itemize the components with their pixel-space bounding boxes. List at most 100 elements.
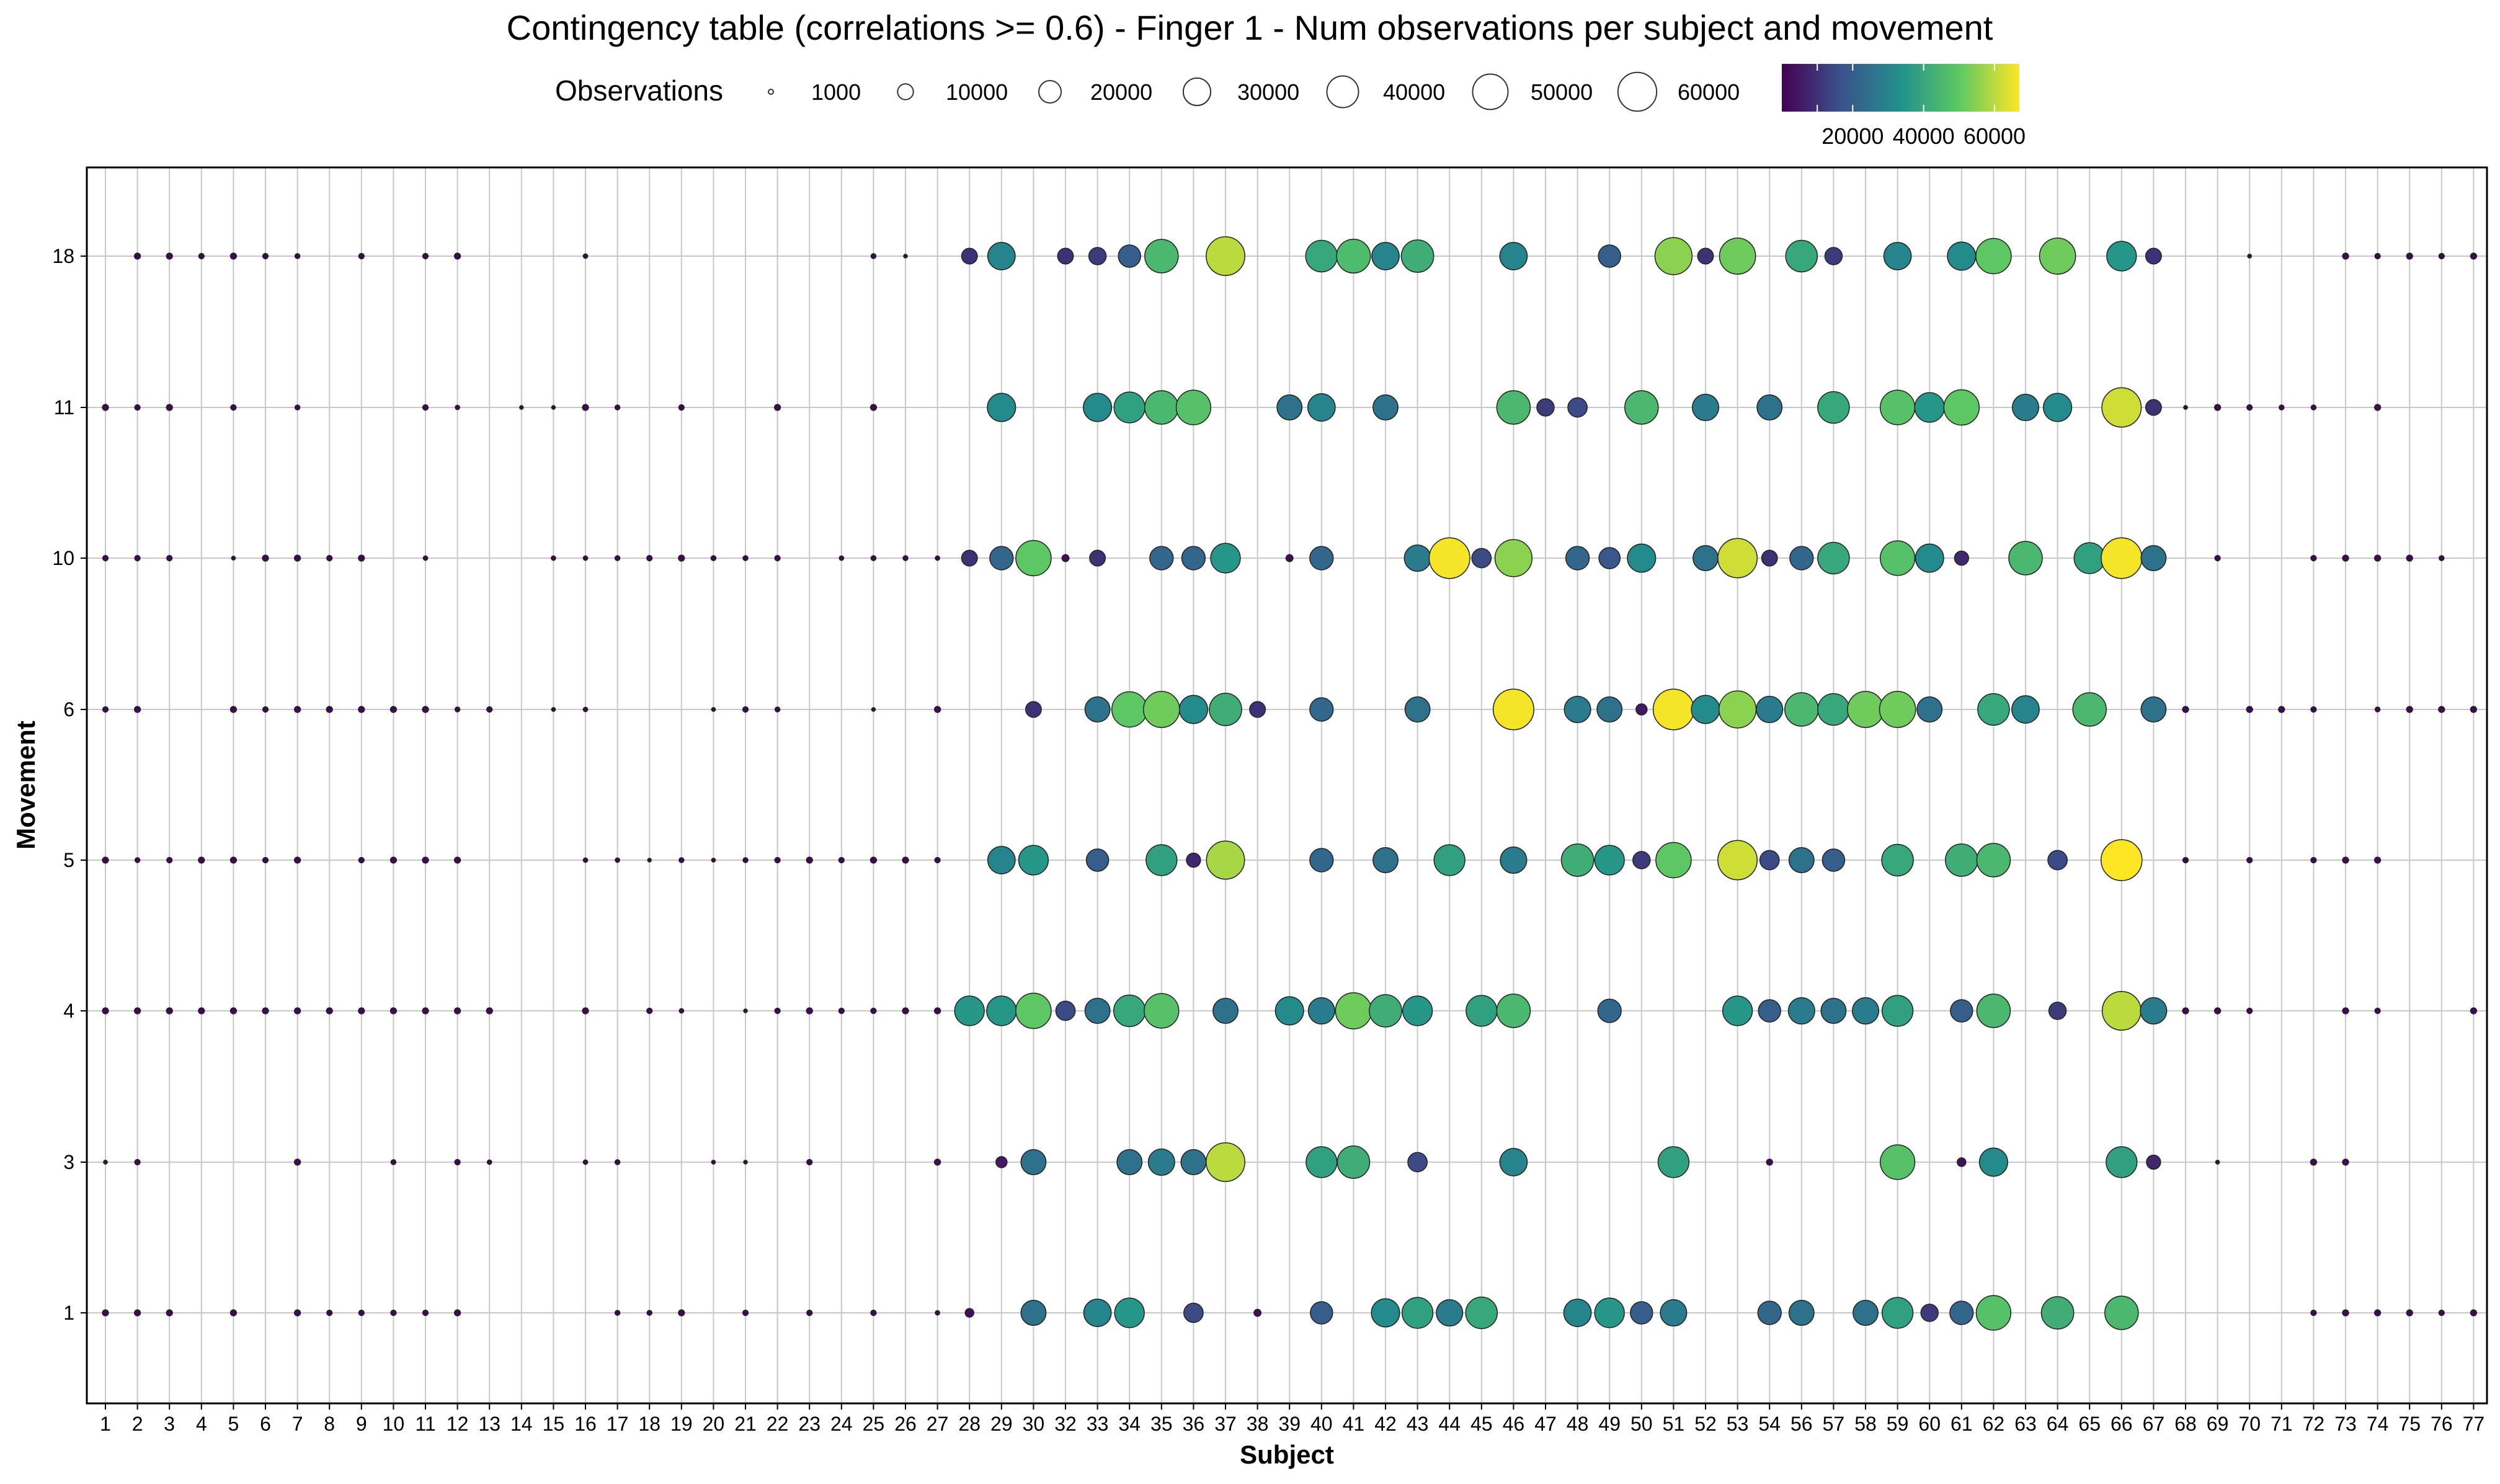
data-point xyxy=(1015,992,1052,1029)
x-tick-label: 43 xyxy=(1407,1413,1429,1435)
data-point xyxy=(2213,404,2222,411)
data-point xyxy=(133,706,141,713)
y-tick-label: 4 xyxy=(63,1000,74,1022)
data-point xyxy=(678,1008,685,1014)
data-point xyxy=(1025,701,1042,718)
x-tick-label: 67 xyxy=(2143,1413,2165,1435)
data-point xyxy=(389,856,398,864)
data-point xyxy=(2310,404,2317,411)
x-tick-label: 19 xyxy=(670,1413,693,1435)
data-point xyxy=(1691,695,1720,724)
data-point xyxy=(1594,845,1625,876)
colorbar-label: 20000 xyxy=(1822,123,1884,149)
x-tick-label: 14 xyxy=(510,1413,533,1435)
data-point xyxy=(1652,688,1694,731)
x-tick-label: 8 xyxy=(324,1413,335,1435)
data-point xyxy=(1717,840,1758,881)
data-point xyxy=(2310,554,2317,562)
data-point xyxy=(710,555,717,561)
data-point xyxy=(987,846,1016,874)
size-legend-circle xyxy=(768,89,774,95)
data-point xyxy=(1400,239,1435,273)
data-point xyxy=(230,404,237,411)
data-point xyxy=(229,252,238,260)
data-point xyxy=(1883,242,1912,270)
data-point xyxy=(1722,995,1753,1026)
x-tick-label: 63 xyxy=(2014,1413,2037,1435)
data-point xyxy=(2439,555,2445,561)
x-tick-label: 54 xyxy=(1758,1413,1781,1435)
x-tick-label: 35 xyxy=(1150,1413,1173,1435)
legend-title: Observations xyxy=(555,74,723,107)
data-point xyxy=(1149,546,1174,571)
data-point xyxy=(1084,696,1111,722)
data-point xyxy=(2008,541,2043,575)
data-point xyxy=(2011,695,2040,724)
data-point xyxy=(1055,1000,1076,1021)
data-point xyxy=(1954,550,1969,566)
data-point xyxy=(1949,1300,1974,1325)
data-point xyxy=(1433,844,1466,876)
data-point xyxy=(1947,241,1977,271)
data-point xyxy=(229,1007,238,1015)
data-point xyxy=(1978,1147,2008,1177)
x-tick-label: 73 xyxy=(2334,1413,2357,1435)
data-point xyxy=(134,554,141,562)
size-legend-label: 40000 xyxy=(1383,79,1445,105)
size-legend-circle xyxy=(1182,77,1212,107)
colorbar-label: 40000 xyxy=(1893,123,1955,149)
colorbar xyxy=(1782,64,2019,112)
data-point xyxy=(961,247,978,265)
data-point xyxy=(2048,1002,2067,1020)
data-point xyxy=(133,1007,141,1015)
data-point xyxy=(262,1007,269,1015)
x-tick-label: 21 xyxy=(734,1413,757,1435)
data-point xyxy=(1560,843,1595,877)
data-point xyxy=(2182,856,2189,864)
x-tick-label: 65 xyxy=(2078,1413,2101,1435)
data-point xyxy=(838,1007,845,1015)
x-tick-label: 7 xyxy=(292,1413,303,1435)
x-tick-label: 38 xyxy=(1247,1413,1269,1435)
data-point xyxy=(806,856,813,864)
data-point xyxy=(646,1007,653,1015)
data-point xyxy=(422,555,429,561)
x-tick-label: 28 xyxy=(958,1413,981,1435)
data-point xyxy=(1114,1297,1145,1328)
data-point xyxy=(293,1158,301,1166)
data-point xyxy=(1083,1299,1112,1327)
x-tick-label: 52 xyxy=(1694,1413,1717,1435)
x-tick-label: 1 xyxy=(100,1413,111,1435)
data-point xyxy=(2374,706,2381,713)
data-point xyxy=(2146,1154,2161,1170)
data-point xyxy=(1630,1301,1653,1325)
data-point xyxy=(1471,548,1492,569)
data-point xyxy=(262,252,269,260)
data-point xyxy=(1817,693,1850,726)
data-point xyxy=(961,549,978,567)
data-point xyxy=(1657,1146,1690,1178)
data-point xyxy=(2373,554,2382,562)
data-point xyxy=(964,1308,974,1318)
data-point xyxy=(1020,1300,1047,1326)
data-point xyxy=(1976,993,2011,1028)
data-point xyxy=(989,546,1014,571)
data-point xyxy=(1789,546,1814,571)
data-point xyxy=(1975,238,2012,275)
data-point xyxy=(229,706,238,713)
data-point xyxy=(954,995,985,1026)
data-point xyxy=(870,555,877,561)
data-point xyxy=(870,404,878,411)
data-point xyxy=(774,856,781,864)
data-point xyxy=(2047,850,2068,871)
x-tick-label: 23 xyxy=(798,1413,821,1435)
data-point xyxy=(519,405,524,410)
data-point xyxy=(870,1309,877,1317)
x-tick-label: 24 xyxy=(830,1413,853,1435)
x-tick-label: 41 xyxy=(1343,1413,1365,1435)
x-tick-label: 49 xyxy=(1598,1413,1621,1435)
x-tick-label: 47 xyxy=(1534,1413,1557,1435)
x-tick-label: 64 xyxy=(2047,1413,2069,1435)
data-point xyxy=(582,404,589,411)
data-point xyxy=(2438,1309,2445,1317)
